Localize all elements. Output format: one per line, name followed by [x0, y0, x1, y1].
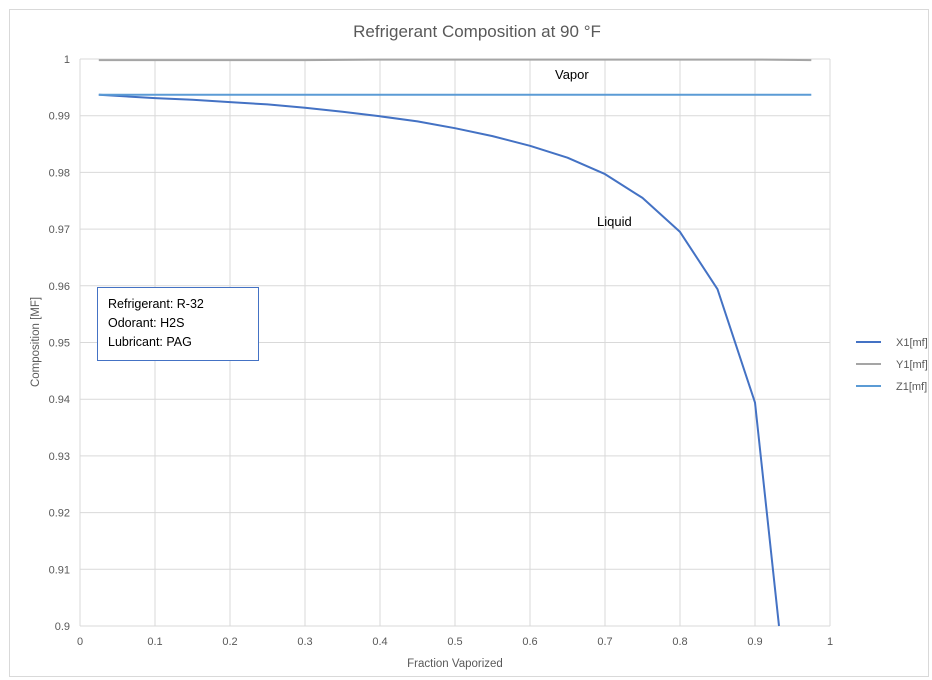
info-refrigerant: Refrigerant: R-32	[108, 297, 204, 311]
y-tick-label: 0.99	[49, 111, 70, 123]
x-tick-label: 0.4	[372, 636, 387, 648]
grid	[79, 58, 831, 627]
y-tick-label: 0.97	[49, 224, 70, 236]
x-tick-label: 0.6	[522, 636, 537, 648]
series-line-X1[mf]	[98, 93, 780, 627]
x-tick-label: 1	[827, 636, 833, 648]
vapor-label: Vapor	[555, 67, 589, 82]
y-tick-label: 1	[64, 54, 70, 66]
legend: X1[mf] Y1[mf] Z1[mf]	[856, 337, 928, 393]
tick-labels: 0 0.1 0.2 0.3 0.4 0.5 0.6 0.7 0.8 0.9 10.90.910.92…	[49, 54, 833, 648]
y-tick-label: 0.9	[55, 621, 70, 633]
chart-title: Refrigerant Composition at 90 °F	[353, 22, 601, 41]
y-axis-title: Composition [MF]	[30, 297, 42, 387]
legend-entry: Z1[mf]	[896, 381, 927, 393]
x-tick-label: 0.5	[447, 636, 462, 648]
info-box: Refrigerant: R-32 Odorant: H2S Lubricant…	[97, 287, 259, 361]
y-tick-label: 0.95	[49, 338, 70, 350]
x-tick-label: 0.2	[222, 636, 237, 648]
legend-entry: Y1[mf]	[896, 359, 928, 371]
y-tick-label: 0.98	[49, 167, 70, 179]
y-tick-label: 0.94	[49, 394, 70, 406]
x-tick-label: 0.1	[147, 636, 162, 648]
y-tick-label: 0.92	[49, 508, 70, 520]
series-line-Y1[mf]	[98, 58, 812, 62]
x-tick-label: 0.3	[297, 636, 312, 648]
y-tick-label: 0.96	[49, 281, 70, 293]
y-tick-label: 0.91	[49, 564, 70, 576]
liquid-label: Liquid	[597, 214, 632, 229]
series-lines	[98, 58, 812, 627]
y-tick-label: 0.93	[49, 451, 70, 463]
legend-entry: X1[mf]	[896, 337, 928, 349]
x-tick-label: 0.7	[597, 636, 612, 648]
x-tick-label: 0.9	[747, 636, 762, 648]
info-odorant: Odorant: H2S	[108, 316, 185, 330]
x-axis-title: Fraction Vaporized	[407, 658, 503, 670]
info-lubricant: Lubricant: PAG	[108, 335, 192, 349]
x-tick-label: 0.8	[672, 636, 687, 648]
x-tick-label: 0	[77, 636, 83, 648]
